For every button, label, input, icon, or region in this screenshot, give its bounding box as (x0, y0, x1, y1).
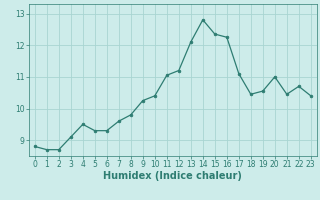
X-axis label: Humidex (Indice chaleur): Humidex (Indice chaleur) (103, 171, 242, 181)
